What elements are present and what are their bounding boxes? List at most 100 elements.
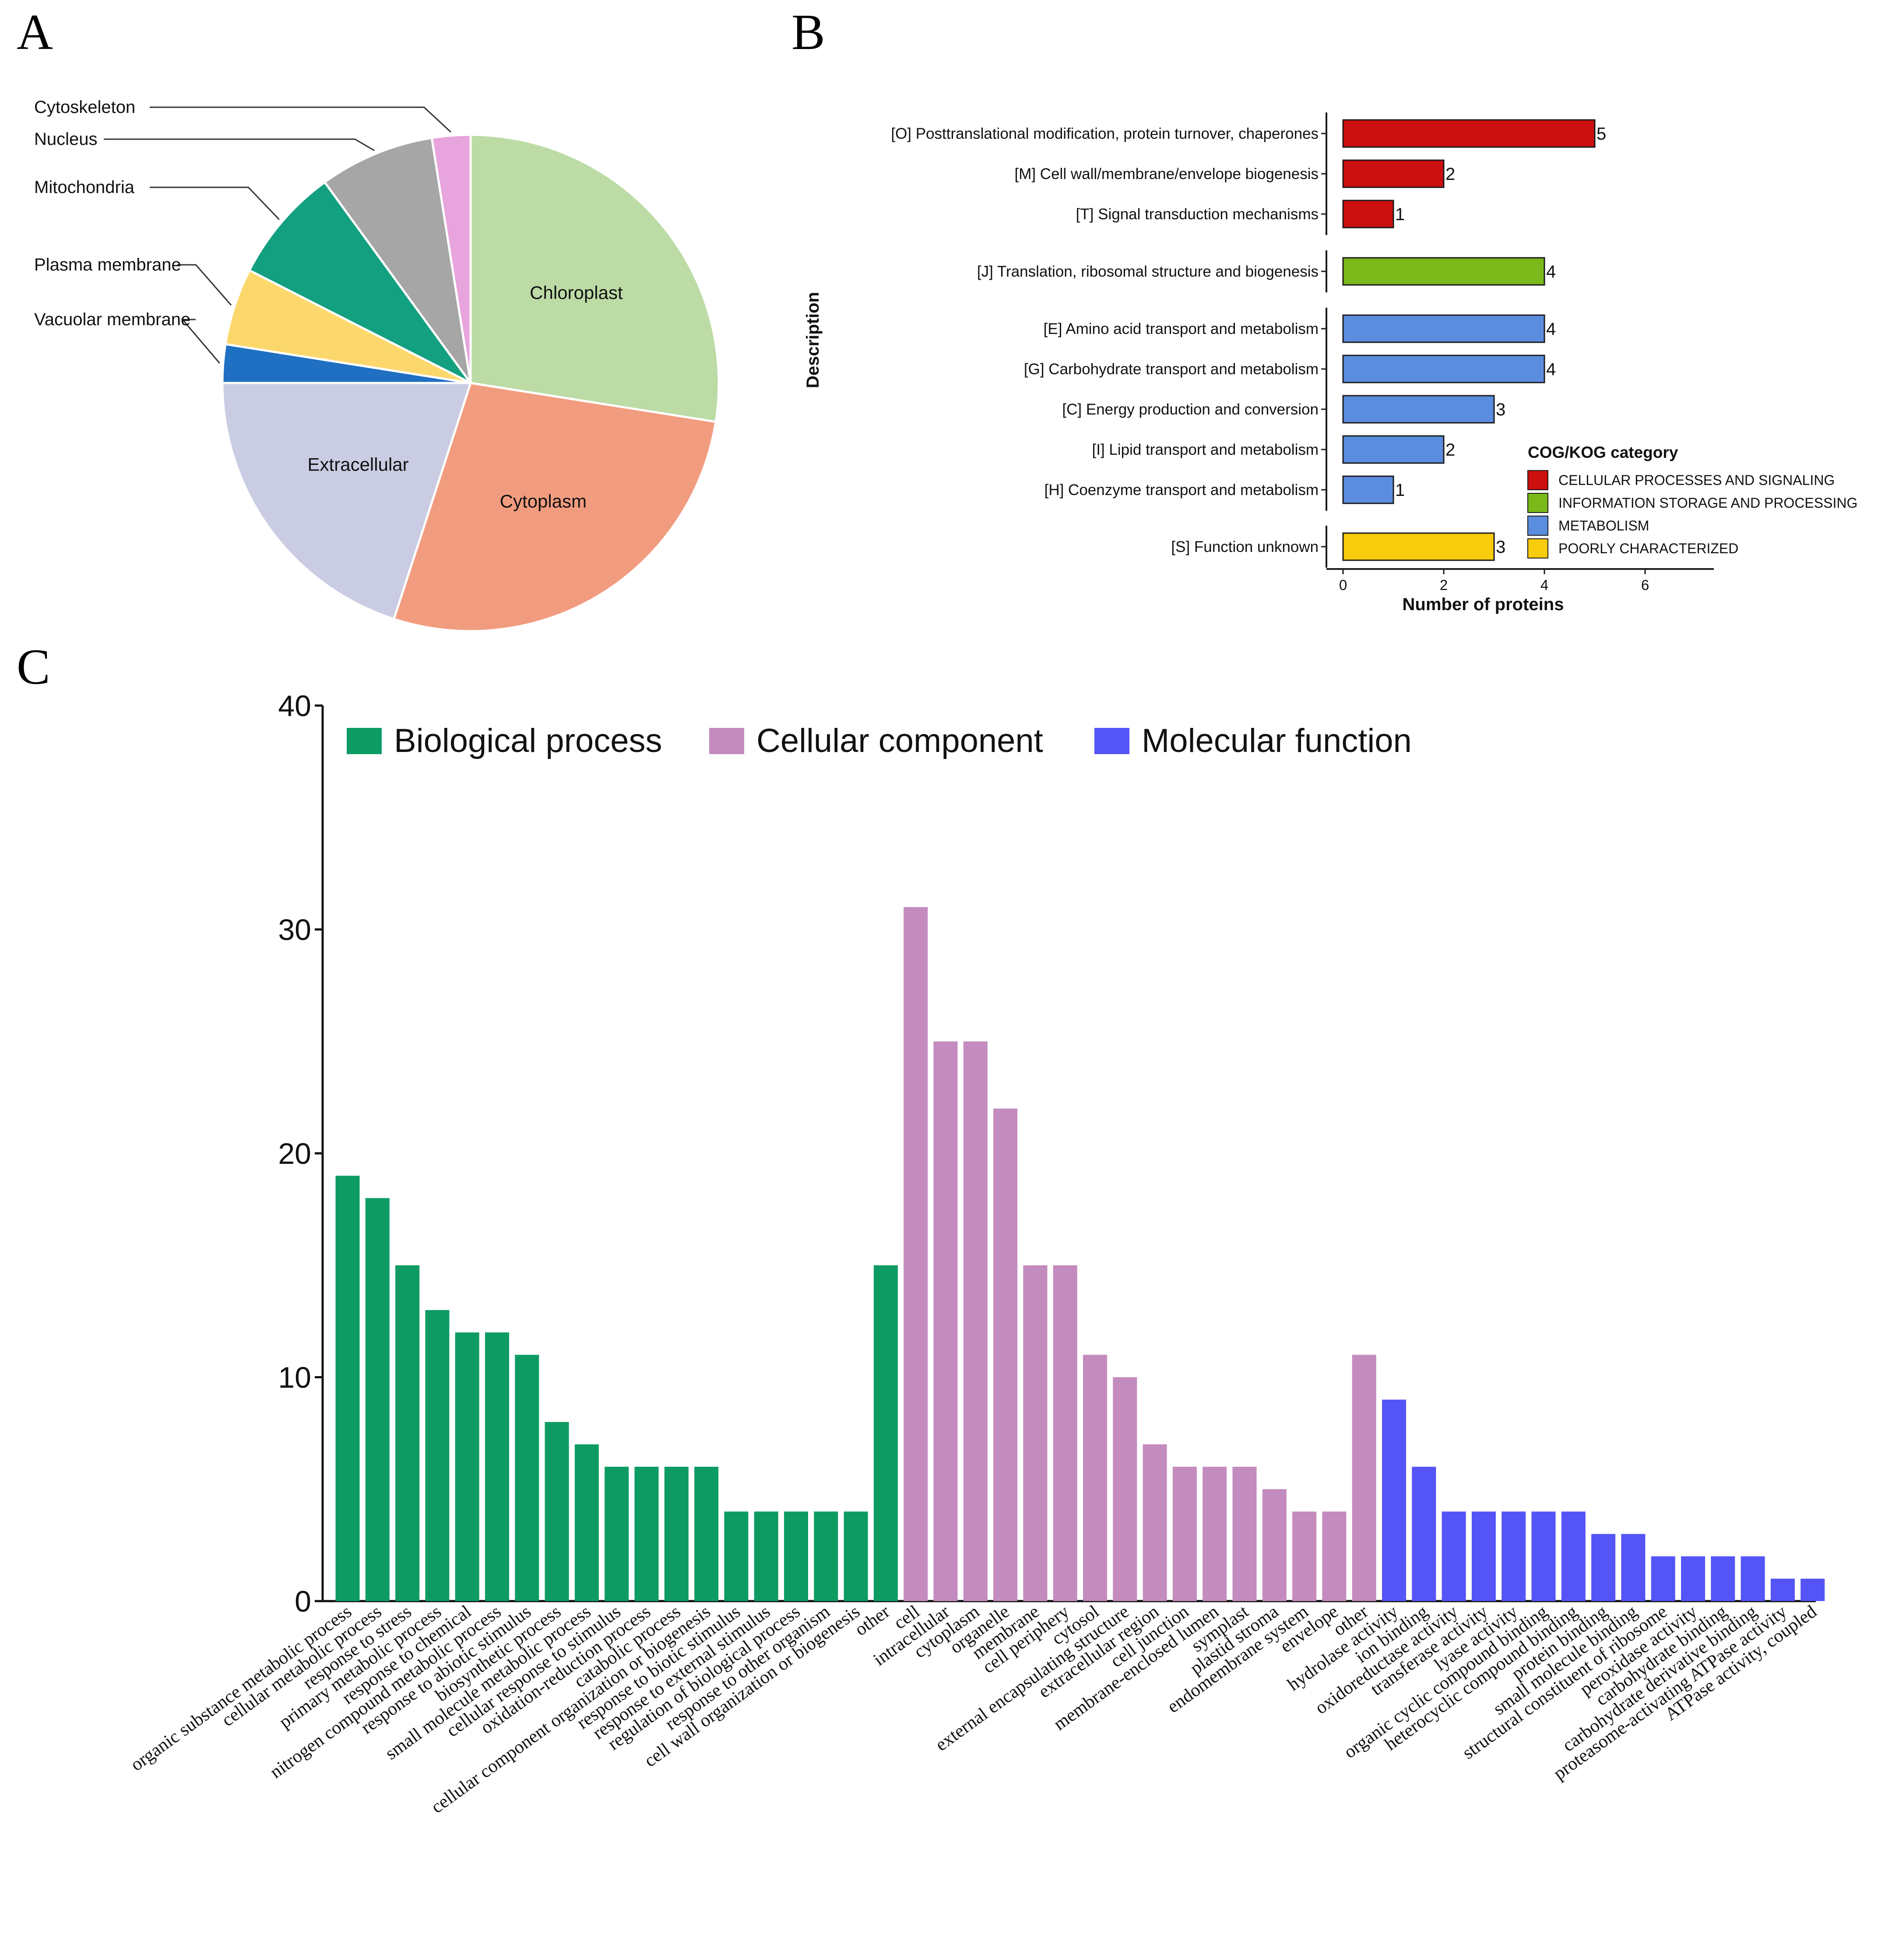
go-bar-molecular-function-atpase-activity-coupled: [1801, 1578, 1825, 1601]
kog-legend-label-cellular-processes-and-signaling: CELLULAR PROCESSES AND SIGNALING: [1558, 472, 1835, 488]
kog-bar-h-coenzyme-transport-and-metabolism: [1342, 475, 1394, 504]
kog-category-t-signal-transduction-mechanisms: [T] Signal transduction mechanisms: [1076, 206, 1319, 223]
pie-label-chloroplast: Chloroplast: [530, 282, 623, 303]
go-bar-cellular-component-intracellular: [933, 1041, 958, 1602]
kog-value-h-coenzyme-transport-and-metabolism: 1: [1395, 481, 1405, 500]
go-bar-molecular-function-small-molecule-binding: [1621, 1534, 1646, 1601]
kog-value-o-posttranslational-modification-protein-turnover-chaperones: 5: [1597, 124, 1606, 144]
go-bar-molecular-function-oxidoreductase-activity: [1442, 1511, 1466, 1601]
go-ytick-label: 20: [278, 1137, 311, 1170]
go-bar-cellular-component-external-encapsulating-structure: [1113, 1377, 1137, 1601]
kog-bar-m-cell-wall-membrane-envelope-biogenesis: [1342, 159, 1445, 188]
pie-slice-plasma-membrane: [224, 269, 471, 384]
go-bar-biological-process-response-to-external-stimulus: [754, 1511, 778, 1601]
go-bar-cellular-component-cell-periphery: [1053, 1265, 1077, 1602]
pie-slice-cytoskeleton: [430, 133, 472, 383]
go-ytick-label: 10: [278, 1361, 311, 1394]
go-bar-biological-process-cellular-metabolic-process: [365, 1198, 390, 1601]
kog-bar-c-energy-production-and-conversion: [1342, 395, 1495, 424]
kog-value-j-translation-ribosomal-structure-and-biogenesis: 4: [1546, 262, 1556, 281]
pie-leader-nucleus: [104, 138, 375, 151]
go-ytick-label: 0: [295, 1585, 311, 1618]
pie-label-cytoplasm: Cytoplasm: [500, 491, 587, 512]
kog-bar-i-lipid-transport-and-metabolism: [1342, 435, 1445, 464]
go-bar-biological-process-response-to-abiotic-stimulus: [515, 1355, 539, 1601]
pie-slice-extracellular: [221, 382, 472, 621]
kog-legend-swatch-information-storage-and-processing: [1527, 493, 1548, 513]
go-bar-cellular-component-cell: [904, 907, 928, 1601]
go-bar-cellular-component-membrane: [1023, 1265, 1048, 1602]
kog-bar-j-translation-ribosomal-structure-and-biogenesis: [1342, 257, 1545, 286]
pie-leader-plasma-membrane: [177, 264, 232, 306]
pie-label-mitochondria: Mitochondria: [34, 178, 135, 197]
bar-chart-cog-kog: 5 [O] Posttranslational modification, pro…: [803, 112, 1857, 614]
go-bar-cellular-component-plastid-stroma: [1262, 1489, 1287, 1602]
kog-category-g-carbohydrate-transport-and-metabolism: [G] Carbohydrate transport and metabolis…: [1024, 361, 1319, 378]
kog-legend-label-metabolism: METABOLISM: [1558, 518, 1649, 534]
pie-label-nucleus: Nucleus: [34, 130, 98, 149]
panel-a-letter: A: [17, 4, 53, 60]
pie-slice-chloroplast: [469, 133, 720, 423]
kog-value-i-lipid-transport-and-metabolism: 2: [1445, 440, 1455, 460]
go-bar-cellular-component-envelope: [1322, 1511, 1347, 1601]
go-bar-biological-process-cell-wall-organization-or-biogenesis: [844, 1511, 868, 1601]
pie-chart-subcellular-localization: Chloroplast Cytoplasm Extracellular Vacuola…: [34, 98, 720, 632]
kog-bar-s-function-unknown: [1342, 532, 1495, 561]
go-bar-molecular-function-heterocyclic-compound-binding: [1561, 1511, 1586, 1601]
go-bar-cellular-component-other: [1352, 1355, 1376, 1601]
pie-slice-nucleus: [323, 137, 472, 384]
go-bar-molecular-function-protein-binding: [1591, 1534, 1616, 1601]
kog-value-s-function-unknown: 3: [1496, 537, 1505, 557]
go-bar-biological-process-response-to-chemical: [455, 1332, 479, 1601]
kog-category-i-lipid-transport-and-metabolism: [I] Lipid transport and metabolism: [1092, 441, 1319, 458]
go-bar-molecular-function-carbohydrate-binding: [1711, 1556, 1735, 1601]
go-bar-biological-process-response-to-biotic-stimulus: [724, 1511, 749, 1601]
kog-legend-title: COG/KOG category: [1528, 443, 1678, 461]
kog-xtick-label: 6: [1641, 577, 1649, 593]
kog-value-c-energy-production-and-conversion: 3: [1496, 400, 1505, 419]
go-bar-cellular-component-cytoplasm: [963, 1041, 988, 1602]
go-bar-cellular-component-cytosol: [1083, 1355, 1107, 1601]
kog-category-c-energy-production-and-conversion: [C] Energy production and conversion: [1062, 401, 1319, 418]
go-ytick-label: 30: [278, 913, 311, 947]
kog-value-e-amino-acid-transport-and-metabolism: 4: [1546, 320, 1556, 339]
go-bar-biological-process-other: [873, 1265, 898, 1602]
pie-label-cytoskeleton: Cytoskeleton: [34, 98, 135, 117]
panel-b-letter: B: [791, 4, 825, 60]
kog-value-m-cell-wall-membrane-envelope-biogenesis: 2: [1445, 165, 1455, 184]
go-bar-cellular-component-extracellular-region: [1143, 1444, 1167, 1601]
go-bar-biological-process-small-molecule-metabolic-process: [574, 1444, 599, 1601]
go-legend-swatch-cellular-component: [709, 728, 744, 754]
pie-leader-vacuolar-membrane: [181, 319, 220, 364]
go-bar-molecular-function-peroxidase-activity: [1681, 1556, 1705, 1601]
kog-legend-swatch-metabolism: [1527, 516, 1548, 536]
go-legend-swatch-biological-process: [347, 728, 382, 754]
kog-bar-t-signal-transduction-mechanisms: [1342, 200, 1394, 228]
kog-value-t-signal-transduction-mechanisms: 1: [1395, 205, 1405, 224]
pie-label-vacuolar-membrane: Vacuolar membrane: [34, 310, 190, 329]
go-bar-molecular-function-hydrolase-activity: [1382, 1399, 1406, 1601]
kog-xtick-label: 2: [1440, 577, 1448, 593]
go-bar-biological-process-cellular-response-to-stimulus: [605, 1467, 629, 1601]
kog-category-s-function-unknown: [S] Function unknown: [1171, 538, 1319, 555]
kog-xtick-label: 4: [1540, 577, 1548, 593]
go-bar-cellular-component-membrane-enclosed-lumen: [1203, 1467, 1227, 1601]
go-bar-molecular-function-structural-constituent-of-ribosome: [1651, 1556, 1675, 1601]
kog-category-o-posttranslational-modification-protein-turnover-chaperones: [O] Posttranslational modification, prot…: [891, 125, 1319, 142]
kog-bar-g-carbohydrate-transport-and-metabolism: [1342, 355, 1545, 383]
kog-legend-label-information-storage-and-processing: INFORMATION STORAGE AND PROCESSING: [1558, 495, 1857, 511]
kog-xtick-label: 0: [1339, 577, 1347, 593]
go-bar-molecular-function-transferase-activity: [1471, 1511, 1496, 1601]
go-bar-biological-process-nitrogen-compound-metabolic-process: [485, 1332, 509, 1601]
kog-category-e-amino-acid-transport-and-metabolism: [E] Amino acid transport and metabolism: [1044, 320, 1319, 337]
go-bar-molecular-function-ion-binding: [1412, 1467, 1436, 1601]
kog-bar-e-amino-acid-transport-and-metabolism: [1342, 314, 1545, 343]
pie-label-extracellular: Extracellular: [308, 454, 409, 475]
go-bar-cellular-component-endomembrane-system: [1292, 1511, 1317, 1601]
go-legend-label-molecular-function: Molecular function: [1142, 722, 1412, 759]
go-bar-cellular-component-cell-junction: [1172, 1467, 1197, 1601]
kog-legend-swatch-cellular-processes-and-signaling: [1527, 470, 1548, 490]
go-bar-molecular-function-organic-cyclic-compound-binding: [1531, 1511, 1556, 1601]
go-bar-biological-process-oxidation-reduction-process: [634, 1467, 659, 1601]
